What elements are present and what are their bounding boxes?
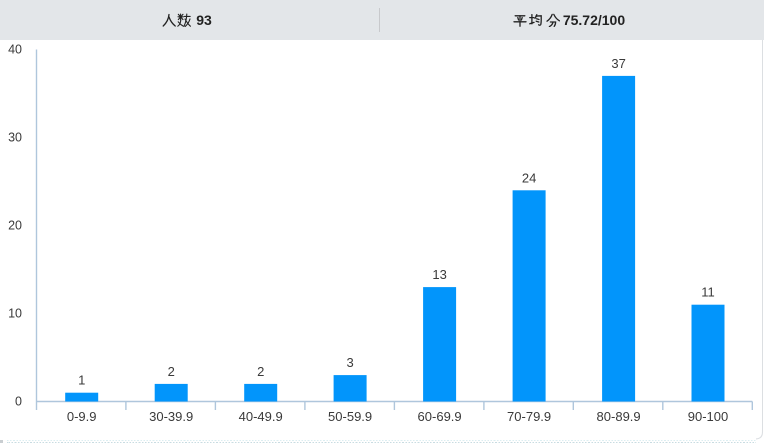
- svg-text:20: 20: [8, 218, 22, 232]
- svg-text:30-39.9: 30-39.9: [149, 409, 193, 424]
- svg-text:13: 13: [432, 267, 446, 282]
- svg-text:40-49.9: 40-49.9: [239, 409, 283, 424]
- svg-text:70-79.9: 70-79.9: [507, 409, 551, 424]
- svg-text:1: 1: [78, 373, 85, 388]
- svg-text:2: 2: [257, 364, 264, 379]
- svg-text:2: 2: [168, 364, 175, 379]
- svg-text:90-100: 90-100: [688, 409, 728, 424]
- svg-text:0: 0: [15, 394, 22, 408]
- svg-text:3: 3: [346, 355, 353, 370]
- svg-text:24: 24: [522, 170, 536, 185]
- svg-text:40: 40: [8, 42, 22, 56]
- svg-text:0-9.9: 0-9.9: [67, 409, 97, 424]
- svg-text:50-59.9: 50-59.9: [328, 409, 372, 424]
- svg-text:80-89.9: 80-89.9: [597, 409, 641, 424]
- svg-text:30: 30: [8, 130, 22, 144]
- svg-text:37: 37: [611, 56, 625, 71]
- svg-text:60-69.9: 60-69.9: [418, 409, 462, 424]
- svg-text:11: 11: [701, 285, 715, 300]
- svg-text:10: 10: [8, 306, 22, 320]
